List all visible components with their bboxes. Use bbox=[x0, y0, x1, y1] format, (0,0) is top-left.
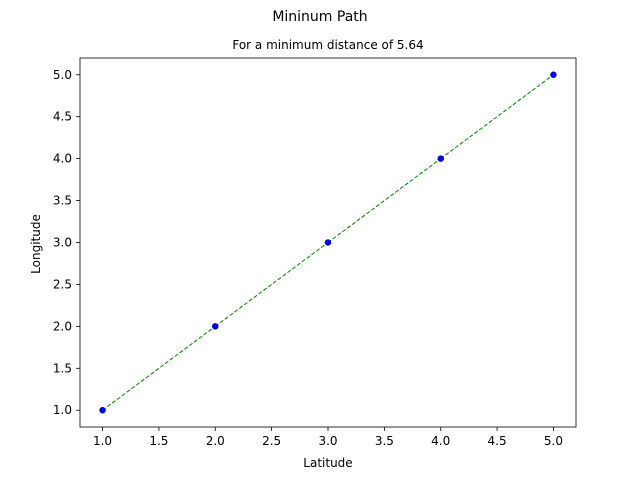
plot-area: 1.0 1.5 2.0 2.5 3.0 3.5 4.0 4.5 5.0 1.0 1.5 2.0 2.5 3… bbox=[53, 57, 577, 448]
y-tick-label: 3.0 bbox=[53, 236, 72, 250]
chart-subtitle: For a minimum distance of 5.64 bbox=[232, 38, 423, 52]
data-point bbox=[324, 239, 332, 246]
chart-title: Mininum Path bbox=[272, 9, 367, 25]
x-tick-label: 4.0 bbox=[431, 434, 450, 448]
x-tick-label: 3.5 bbox=[375, 434, 394, 448]
plot-frame bbox=[79, 57, 577, 428]
data-point bbox=[550, 71, 557, 79]
y-tick-label: 3.5 bbox=[53, 194, 72, 208]
x-tick-label: 1.0 bbox=[93, 434, 112, 448]
y-tick-label: 4.5 bbox=[53, 110, 72, 124]
path-segment bbox=[327, 158, 442, 243]
path-segment bbox=[214, 242, 329, 327]
x-tick-label: 1.5 bbox=[149, 434, 168, 448]
x-tick-label: 4.5 bbox=[488, 434, 507, 448]
y-tick-label: 1.5 bbox=[53, 361, 72, 375]
x-tick-label: 2.5 bbox=[262, 434, 281, 448]
y-tick-label: 4.0 bbox=[53, 152, 72, 166]
x-tick-label: 3.0 bbox=[318, 434, 337, 448]
y-tick-label: 2.5 bbox=[53, 277, 72, 291]
y-axis-label: Longitude bbox=[29, 214, 43, 274]
x-axis-label: Latitude bbox=[303, 456, 352, 470]
data-point bbox=[212, 323, 219, 330]
path-segment bbox=[440, 74, 554, 160]
x-tick-label: 2.0 bbox=[206, 434, 225, 448]
y-tick-label: 2.0 bbox=[53, 319, 72, 333]
x-tick-label: 5.0 bbox=[544, 434, 563, 448]
data-point bbox=[99, 406, 106, 414]
data-point bbox=[437, 155, 444, 162]
path-segment bbox=[102, 325, 216, 411]
y-tick-label: 1.0 bbox=[53, 403, 72, 417]
y-tick-label: 5.0 bbox=[53, 68, 72, 82]
